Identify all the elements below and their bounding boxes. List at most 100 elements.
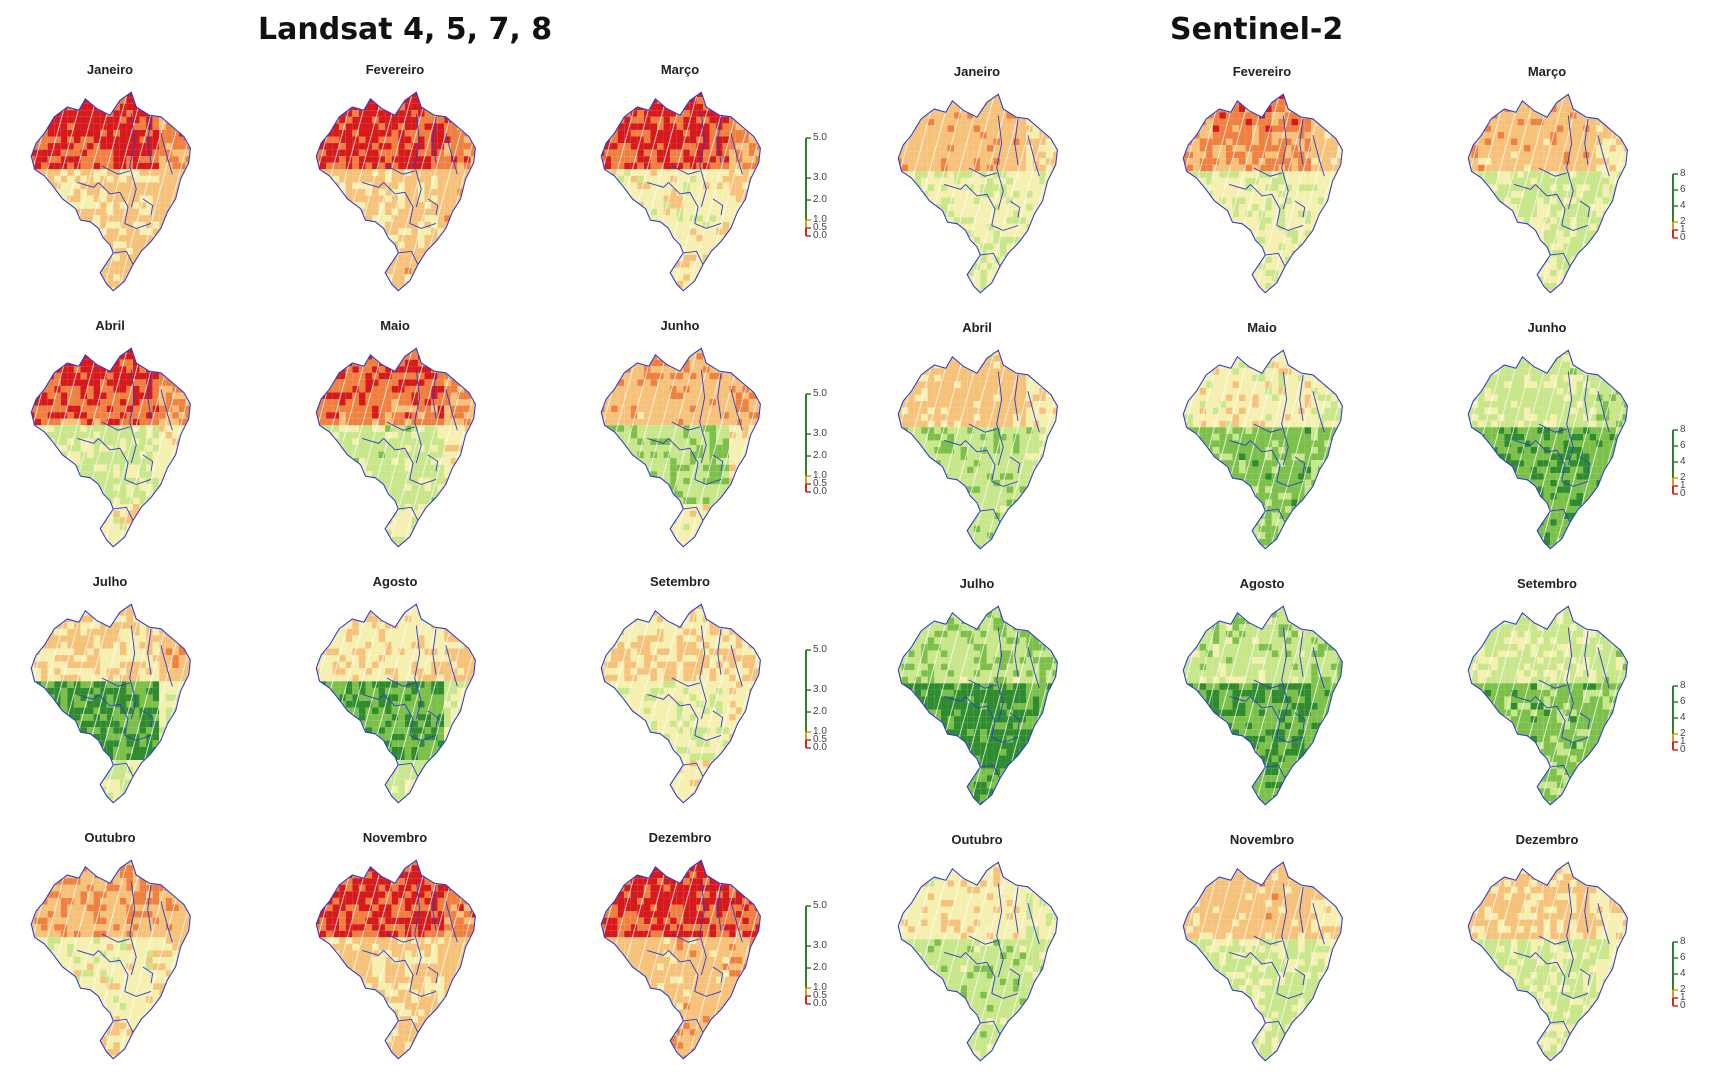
legend-tick-label: 3.0: [813, 941, 827, 951]
brazil-map: [315, 91, 476, 292]
legend-tick-label: 6: [1680, 441, 1686, 451]
legend-tick-label: 8: [1680, 937, 1686, 947]
brazil-map: [315, 347, 476, 548]
landsat-title: Landsat 4, 5, 7, 8: [258, 12, 552, 47]
legend-tick-label: 1.0: [813, 983, 827, 993]
legend-tick-label: 2.0: [813, 963, 827, 973]
map-panel-sentinel-2: Março: [1447, 64, 1647, 304]
legend-tick-label: 6: [1680, 697, 1686, 707]
brazil-map: [30, 347, 191, 548]
legend-tick-label: 0: [1680, 233, 1686, 243]
map-panel-landsat-7: Agosto: [295, 574, 495, 814]
map-panel-sentinel-4: Maio: [1162, 320, 1362, 560]
month-label: Abril: [877, 320, 1077, 335]
legend-tick-label: 0.5: [813, 223, 827, 233]
brazil-map: [315, 859, 476, 1060]
legend-tick-label: 2.0: [813, 195, 827, 205]
brazil-map: [1467, 93, 1628, 294]
map-panel-landsat-10: Novembro: [295, 830, 495, 1070]
map-panel-landsat-4: Maio: [295, 318, 495, 558]
legend-tick-label: 0.5: [813, 735, 827, 745]
month-label: Maio: [295, 318, 495, 333]
legend-tick-label: 2.0: [813, 707, 827, 717]
month-label: Agosto: [1162, 576, 1362, 591]
brazil-map: [897, 93, 1058, 294]
brazil-map: [1182, 605, 1343, 806]
map-panel-landsat-11: Dezembro: [580, 830, 780, 1070]
legend-landsat-2: 5.0 3.0 2.0 1.0 0.5 0.0: [800, 645, 840, 766]
legend-tick-label: 0.5: [813, 991, 827, 1001]
legend-tick-label: 0: [1680, 745, 1686, 755]
map-panel-landsat-8: Setembro: [580, 574, 780, 814]
legend-tick-label: 0.0: [813, 487, 827, 497]
month-label: Janeiro: [10, 62, 210, 77]
map-panel-sentinel-11: Dezembro: [1447, 832, 1647, 1072]
legend-tick-label: 8: [1680, 425, 1686, 435]
legend-tick-label: 0: [1680, 489, 1686, 499]
month-label: Julho: [877, 576, 1077, 591]
month-label: Abril: [10, 318, 210, 333]
map-panel-sentinel-6: Julho: [877, 576, 1077, 816]
legend-tick-label: 3.0: [813, 173, 827, 183]
legend-tick-label: 8: [1680, 169, 1686, 179]
month-label: Setembro: [1447, 576, 1647, 591]
legend-tick-label: 2: [1680, 729, 1686, 739]
brazil-map: [1182, 861, 1343, 1062]
legend-tick-label: 0.0: [813, 999, 827, 1009]
legend-landsat-3: 5.0 3.0 2.0 1.0 0.5 0.0: [800, 901, 840, 1022]
map-panel-sentinel-8: Setembro: [1447, 576, 1647, 816]
legend-tick-label: 1.0: [813, 215, 827, 225]
brazil-map: [1182, 93, 1343, 294]
map-panel-sentinel-9: Outubro: [877, 832, 1077, 1072]
brazil-map: [30, 859, 191, 1060]
month-label: Junho: [580, 318, 780, 333]
month-label: Novembro: [295, 830, 495, 845]
month-label: Outubro: [877, 832, 1077, 847]
map-panel-landsat-5: Junho: [580, 318, 780, 558]
legend-tick-label: 8: [1680, 681, 1686, 691]
map-panel-sentinel-0: Janeiro: [877, 64, 1077, 304]
legend-tick-label: 0: [1680, 1001, 1686, 1011]
legend-tick-label: 1: [1680, 993, 1686, 1003]
legend-tick-label: 6: [1680, 953, 1686, 963]
brazil-map: [1467, 861, 1628, 1062]
map-panel-landsat-1: Fevereiro: [295, 62, 495, 302]
legend-tick-label: 1: [1680, 225, 1686, 235]
month-label: Maio: [1162, 320, 1362, 335]
legend-landsat-0: 5.0 3.0 2.0 1.0 0.5 0.0: [800, 133, 840, 254]
month-label: Junho: [1447, 320, 1647, 335]
map-panel-sentinel-5: Junho: [1447, 320, 1647, 560]
brazil-map: [600, 603, 761, 804]
map-panel-sentinel-3: Abril: [877, 320, 1077, 560]
month-label: Setembro: [580, 574, 780, 589]
legend-tick-label: 2: [1680, 985, 1686, 995]
legend-tick-label: 5.0: [813, 645, 827, 655]
month-label: Novembro: [1162, 832, 1362, 847]
map-panel-landsat-9: Outubro: [10, 830, 210, 1070]
brazil-map: [1467, 349, 1628, 550]
legend-tick-label: 5.0: [813, 133, 827, 143]
legend-tick-label: 1: [1680, 481, 1686, 491]
legend-tick-label: 2.0: [813, 451, 827, 461]
month-label: Fevereiro: [1162, 64, 1362, 79]
month-label: Agosto: [295, 574, 495, 589]
brazil-map: [30, 603, 191, 804]
brazil-map: [1467, 605, 1628, 806]
brazil-map: [897, 861, 1058, 1062]
legend-tick-label: 0.5: [813, 479, 827, 489]
legend-tick-label: 4: [1680, 201, 1686, 211]
brazil-map: [897, 349, 1058, 550]
map-panel-sentinel-10: Novembro: [1162, 832, 1362, 1072]
brazil-map: [600, 347, 761, 548]
map-panel-sentinel-7: Agosto: [1162, 576, 1362, 816]
brazil-map: [30, 91, 191, 292]
legend-tick-label: 1: [1680, 737, 1686, 747]
brazil-map: [315, 603, 476, 804]
month-label: Janeiro: [877, 64, 1077, 79]
legend-tick-label: 1.0: [813, 727, 827, 737]
legend-tick-label: 5.0: [813, 389, 827, 399]
